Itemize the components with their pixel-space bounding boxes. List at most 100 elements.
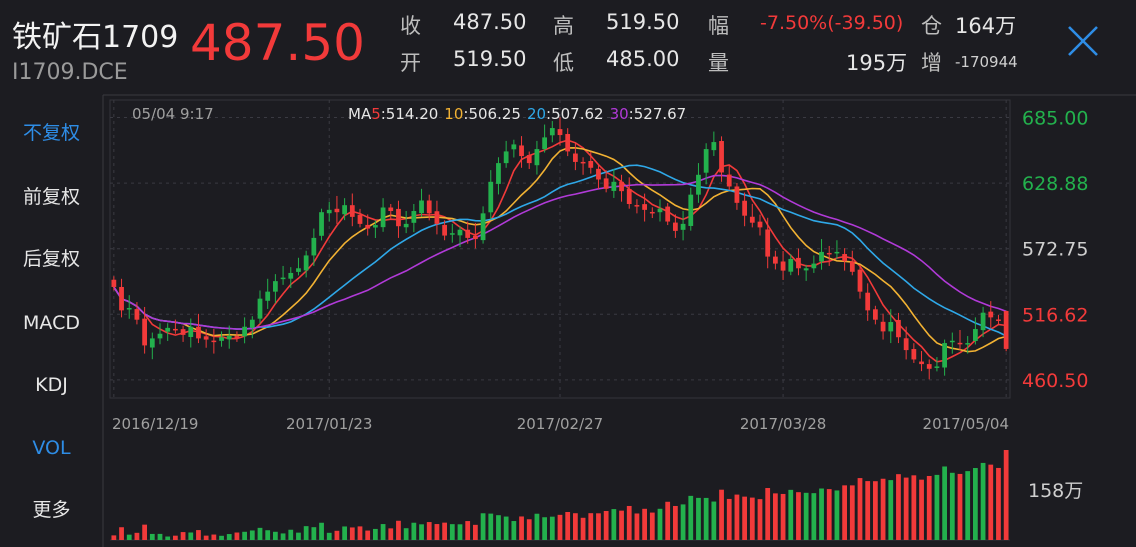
candle-body xyxy=(311,237,317,256)
oi-value: 164万 xyxy=(955,14,1017,38)
moving-average-lines xyxy=(113,139,1007,363)
volume-bar xyxy=(642,508,647,540)
candle-body xyxy=(757,221,763,228)
low-label: 低 xyxy=(553,51,574,75)
candle-body xyxy=(457,229,463,236)
sidebar-item-forward-adjust[interactable]: 前复权 xyxy=(22,186,80,208)
candle-body xyxy=(573,153,578,162)
candle-body xyxy=(234,336,240,339)
volume-bar xyxy=(211,534,217,540)
contract-name: 铁矿石1709 xyxy=(12,20,179,55)
volume-label: 量 xyxy=(708,51,729,75)
candle-body xyxy=(811,263,817,269)
candle-body xyxy=(673,222,678,231)
volume-bar xyxy=(149,533,155,540)
ma-legend-period: 20 xyxy=(527,105,546,123)
y-tick-label: 572.75 xyxy=(1022,239,1088,261)
chart-labels: 685.00 628.88 572.75 516.62 460.50 2016/12/19… xyxy=(112,105,1088,502)
ma-legend-period: 5 xyxy=(371,105,381,123)
candle-body xyxy=(411,211,417,223)
volume-bar xyxy=(826,489,832,540)
volume-bar xyxy=(196,530,201,540)
volume-bar xyxy=(126,534,132,540)
volume-bar xyxy=(119,527,124,540)
candle-body xyxy=(626,189,632,205)
candle-body xyxy=(611,181,617,191)
volume-bar xyxy=(473,524,478,540)
candle-body xyxy=(873,309,878,320)
candle-body xyxy=(488,181,494,213)
ma-legend-value: :514.20 xyxy=(381,105,439,123)
volume-bar xyxy=(242,531,247,540)
volume-bar xyxy=(203,535,209,540)
ma30-line xyxy=(113,174,1007,330)
volume-bar xyxy=(249,530,255,540)
candle-body xyxy=(465,229,471,238)
volume-bar xyxy=(788,489,794,540)
volume-bar xyxy=(849,485,855,540)
volume-bar xyxy=(611,509,617,540)
candle-body xyxy=(980,312,986,331)
sidebar-item-backward-adjust[interactable]: 后复权 xyxy=(22,248,80,270)
candle-body xyxy=(365,224,371,229)
candle-body xyxy=(157,333,163,339)
volume-bar xyxy=(234,532,240,540)
candle-body xyxy=(280,277,286,280)
volume-bar xyxy=(796,492,801,540)
volume-bar xyxy=(865,481,871,540)
candle-body xyxy=(949,340,955,343)
volume-bar xyxy=(665,501,671,540)
sidebar-item-more[interactable]: 更多 xyxy=(32,499,71,521)
volume-bar xyxy=(565,512,571,540)
volume-bar xyxy=(111,535,117,540)
x-tick-label: 2017/01/23 xyxy=(286,415,372,433)
volume-bar xyxy=(919,479,924,540)
sidebar-item-no-adjust[interactable]: 不复权 xyxy=(22,122,80,144)
close-icon[interactable] xyxy=(1066,24,1100,58)
volume-bar xyxy=(734,494,740,540)
candle-body xyxy=(619,181,624,192)
y-tick-label: 628.88 xyxy=(1022,173,1088,195)
volume-bar xyxy=(780,493,786,540)
volume-bar xyxy=(380,524,386,540)
candle-body xyxy=(719,141,724,173)
volume-bar xyxy=(1003,450,1009,540)
candle-body xyxy=(219,337,224,341)
candle-body xyxy=(819,251,824,262)
candle-body xyxy=(749,216,755,223)
volume-bar xyxy=(280,533,286,540)
sidebar-item-vol[interactable]: VOL xyxy=(32,437,71,459)
volume-bar xyxy=(142,524,147,540)
sidebar-item-macd[interactable]: MACD xyxy=(23,312,80,334)
volume-bar xyxy=(442,522,447,540)
candle-body xyxy=(849,261,855,272)
candle-body xyxy=(688,194,694,226)
candle-body xyxy=(588,161,594,168)
contract-code: I1709.DCE xyxy=(12,60,128,85)
volume-bar xyxy=(580,517,586,540)
volume-bar xyxy=(765,488,771,540)
candle-body xyxy=(696,174,701,195)
candle-body xyxy=(173,328,178,331)
volume-bar xyxy=(519,516,524,540)
candle-body xyxy=(657,208,663,213)
sidebar-item-kdj[interactable]: KDJ xyxy=(35,374,68,396)
high-label: 高 xyxy=(553,14,574,38)
candle-body xyxy=(903,338,909,351)
volume-bar xyxy=(673,505,678,540)
candle-body xyxy=(842,254,847,262)
volume-bar xyxy=(219,535,224,540)
candle-body xyxy=(973,329,978,341)
candle-body xyxy=(480,213,486,241)
volume-bar xyxy=(634,513,640,540)
candle-body xyxy=(511,144,517,150)
candle-body xyxy=(765,229,771,257)
candle-body xyxy=(926,364,932,369)
x-tick-label: 2017/03/28 xyxy=(740,415,826,433)
chg-label: 增 xyxy=(921,51,942,75)
volume-bar xyxy=(265,530,271,540)
volume-bar xyxy=(926,475,932,540)
volume-bar xyxy=(449,524,455,540)
volume-bars xyxy=(111,450,1009,540)
